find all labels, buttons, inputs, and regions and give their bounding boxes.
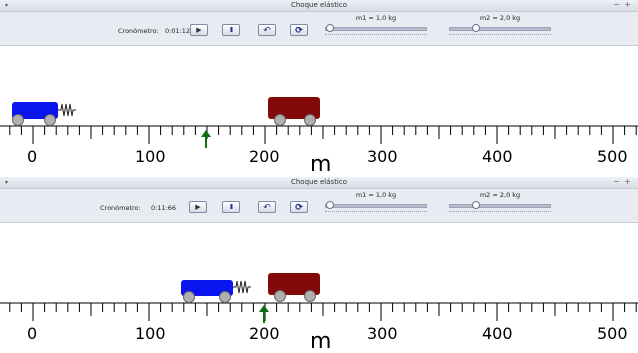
axis-label-400: 400 [482,147,513,166]
mass1-slider-thumb[interactable] [326,24,334,32]
axis-unit: m [310,152,332,176]
car-1-wheel [44,114,56,126]
chronometer-value: 0:01:12 [165,27,191,35]
maximize-icon[interactable]: + [624,0,631,9]
mass1-slider-ticks [325,211,427,216]
scene-canvas [0,302,638,321]
control-toolbar: Cronómetro: 0:01:12 ▶ II ↶ ⟳ m1 = 1,0 kg… [0,12,638,46]
play-button[interactable]: ▶ [190,24,208,36]
simulation-scene: 0 100 200 300 400 500 m [0,223,638,353]
scene-canvas [0,125,638,144]
refresh-button[interactable]: ⟳ [290,24,308,36]
axis-label-100: 100 [135,147,166,166]
mass2-label: m2 = 2,0 kg [479,14,521,22]
spring-icon [58,103,76,117]
mass1-label: m1 = 1,0 kg [355,191,397,199]
mass2-slider[interactable]: m2 = 2,0 kg [446,14,554,44]
minimize-icon[interactable]: − [613,177,620,186]
pause-button[interactable]: II [222,24,240,36]
car-1 [181,280,233,303]
mass1-slider-thumb[interactable] [326,201,334,209]
mass1-label: m1 = 1,0 kg [355,14,397,22]
axis-label-300: 300 [367,147,398,166]
mass2-slider[interactable]: m2 = 2,0 kg [446,191,554,221]
window-menu-icon[interactable]: ▾ [5,179,9,186]
axis-label-500: 500 [597,324,628,343]
maximize-icon[interactable]: + [624,177,631,186]
title-bar[interactable]: ▾ Choque elástico − + [0,0,638,12]
axis-label-400: 400 [482,324,513,343]
car-2-wheel [304,114,316,126]
car-1-wheel [219,291,231,303]
distance-ruler [0,125,638,144]
spring-icon [233,280,251,294]
simulation-window-2: ▾ Choque elástico − + Cronómetro: 0:11:6… [0,177,638,353]
axis-unit: m [310,329,332,353]
distance-ruler [0,302,638,321]
window-menu-icon[interactable]: ▾ [5,2,9,9]
minimize-icon[interactable]: − [613,0,620,9]
mass1-slider[interactable]: m1 = 1,0 kg [322,14,430,44]
simulation-window-1: ▾ Choque elástico − + Cronómetro: 0:01:1… [0,0,638,176]
mass1-slider[interactable]: m1 = 1,0 kg [322,191,430,221]
car-2 [268,273,320,302]
window-title: Choque elástico [290,178,348,186]
car-2-wheel [274,114,286,126]
mass2-label: m2 = 2,0 kg [479,191,521,199]
reset-button[interactable]: ↶ [258,24,276,36]
car-2-wheel [304,290,316,302]
refresh-button[interactable]: ⟳ [290,201,308,213]
axis-label-200: 200 [249,147,280,166]
center-of-mass-arrow-icon [201,130,211,148]
car-1-wheel [183,291,195,303]
chronometer-label: Cronómetro: [118,27,159,35]
axis-label-0: 0 [27,324,38,343]
mass1-slider-track[interactable] [325,27,427,31]
chronometer-label: Cronómetro: [100,204,141,212]
car-2-wheel [274,290,286,302]
car-2-body [268,97,320,119]
mass1-slider-track[interactable] [325,204,427,208]
car-1-wheel [12,114,24,126]
play-button[interactable]: ▶ [189,201,207,213]
mass2-slider-track[interactable] [449,27,551,31]
car-2 [268,97,320,126]
chronometer-value: 0:11:66 [151,204,177,212]
reset-button[interactable]: ↶ [258,201,276,213]
axis-label-200: 200 [249,324,280,343]
mass2-slider-ticks [449,211,551,216]
mass1-slider-ticks [325,34,427,39]
control-toolbar: Cronómetro: 0:11:66 ▶ II ↶ ⟳ m1 = 1,0 kg… [0,189,638,223]
axis-label-300: 300 [367,324,398,343]
car-1 [12,102,58,126]
mass2-slider-thumb[interactable] [472,24,480,32]
title-bar[interactable]: ▾ Choque elástico − + [0,177,638,189]
axis-label-100: 100 [135,324,166,343]
mass2-slider-track[interactable] [449,204,551,208]
pause-button[interactable]: II [222,201,240,213]
simulation-scene: 0 100 200 300 400 500 m [0,46,638,176]
axis-label-500: 500 [597,147,628,166]
window-title: Choque elástico [290,1,348,9]
mass2-slider-ticks [449,34,551,39]
axis-label-0: 0 [27,147,38,166]
car-2-body [268,273,320,295]
mass2-slider-thumb[interactable] [472,201,480,209]
center-of-mass-arrow-icon [259,305,269,323]
